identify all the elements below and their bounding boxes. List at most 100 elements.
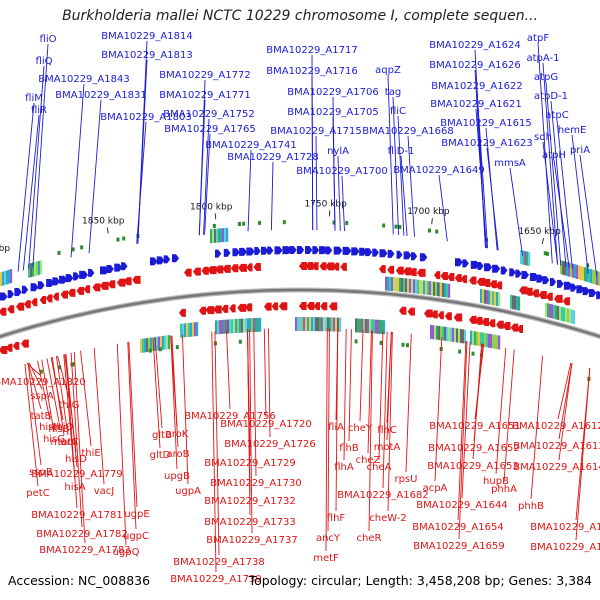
- gene-label[interactable]: BMA10229_A1728: [227, 152, 318, 163]
- gene-label[interactable]: metF: [313, 553, 339, 564]
- gene-label[interactable]: BMA10229_A1621: [430, 99, 521, 110]
- gene-label[interactable]: BMA10229_A1814: [101, 31, 192, 42]
- gene-label[interactable]: hisG: [43, 434, 65, 445]
- gene-label[interactable]: BMA10229_A1741: [205, 140, 296, 151]
- gene-label[interactable]: atpF: [527, 33, 549, 44]
- gene-label[interactable]: cheZ: [356, 455, 381, 466]
- gene-label[interactable]: BMA10229_A1612: [512, 421, 600, 432]
- gene-label[interactable]: atpD-1: [534, 91, 568, 102]
- gene-label[interactable]: BMA10229_A1668: [362, 126, 453, 137]
- gene-label[interactable]: BMA10229_A1620: [530, 542, 600, 553]
- gene-label[interactable]: upgB: [164, 471, 190, 482]
- gene-label[interactable]: cheY: [348, 423, 373, 434]
- gene-label[interactable]: aqpZ: [375, 65, 401, 76]
- gene-label[interactable]: mmsA: [494, 158, 526, 169]
- gene-label[interactable]: thiG: [59, 400, 80, 411]
- gene-label[interactable]: BMA10229_A1659: [413, 541, 504, 552]
- gene-label[interactable]: hemE: [558, 125, 587, 136]
- gene-label[interactable]: BMA10229_A1739: [170, 574, 261, 585]
- gene-label[interactable]: BMA10229_A1619: [530, 522, 600, 533]
- gene-label[interactable]: fliQ: [36, 56, 53, 67]
- gene-label[interactable]: BMA10229_A1614: [513, 462, 600, 473]
- gene-label[interactable]: BMA10229_A1651: [429, 421, 520, 432]
- gene-label[interactable]: BMA10229_A1729: [204, 458, 295, 469]
- gene-label[interactable]: BMA10229_A1771: [159, 90, 250, 101]
- gene-label[interactable]: BMA10229_A1622: [431, 81, 522, 92]
- gene-label[interactable]: BMA10229_A1820: [0, 377, 86, 388]
- gene-label[interactable]: atpA-1: [527, 53, 560, 64]
- gene-label[interactable]: sspA: [30, 391, 54, 402]
- gene-label[interactable]: BMA10229_A1752: [163, 109, 254, 120]
- gene-label[interactable]: motA: [374, 442, 401, 453]
- gene-label[interactable]: BMA10229_A1615: [440, 118, 531, 129]
- gene-label[interactable]: BMA10229_A1653: [427, 461, 518, 472]
- gene-label[interactable]: ugpQ: [113, 547, 140, 558]
- gene-label[interactable]: BMA10229_A1726: [224, 439, 315, 450]
- gene-label[interactable]: fliR: [31, 105, 47, 116]
- gene-label[interactable]: vacJ: [94, 486, 115, 497]
- gene-label[interactable]: BMA10229_A1717: [266, 45, 357, 56]
- gene-label[interactable]: ugpE: [124, 509, 149, 520]
- gene-label[interactable]: BMA10229_A1831: [55, 90, 146, 101]
- gene-label[interactable]: BMA10229_A1613: [513, 441, 600, 452]
- gene-label[interactable]: BMA10229_A1813: [101, 50, 192, 61]
- gene-label[interactable]: BMA10229_A1700: [296, 166, 387, 177]
- gene-label[interactable]: tatB: [31, 411, 52, 422]
- gene-label[interactable]: aroB: [167, 449, 190, 460]
- gene-label[interactable]: nylA: [327, 146, 349, 157]
- gene-label[interactable]: fliA: [328, 422, 344, 433]
- gene-label[interactable]: priA: [570, 145, 590, 156]
- gene-label[interactable]: BMA10229_A1649: [393, 165, 484, 176]
- gene-label[interactable]: atpH: [542, 150, 566, 161]
- gene-label[interactable]: tatC: [58, 437, 79, 448]
- gene-label[interactable]: BMA10229_A1781: [31, 510, 122, 521]
- gene-label[interactable]: BMA10229_A1733: [204, 517, 295, 528]
- gene-label[interactable]: rpsU: [395, 474, 418, 485]
- gene-label[interactable]: BMA10229_A1706: [287, 87, 378, 98]
- gene-label[interactable]: ancY: [316, 533, 341, 544]
- gene-label[interactable]: fliO: [40, 34, 57, 45]
- gene-label[interactable]: flhC: [377, 425, 397, 436]
- gene-label[interactable]: aroK: [166, 429, 189, 440]
- gene-label[interactable]: BMA10229_A1756: [184, 411, 275, 422]
- gene-label[interactable]: BMA10229_A1779: [31, 469, 122, 480]
- gene-label[interactable]: BMA10229_A1705: [287, 107, 378, 118]
- gene-label[interactable]: BMA10229_A1716: [266, 66, 357, 77]
- gene-label[interactable]: flhB: [339, 443, 359, 454]
- gene-label[interactable]: hisH: [39, 422, 61, 433]
- gene-label[interactable]: BMA10229_A1715: [270, 126, 361, 137]
- gene-label[interactable]: phhB: [518, 501, 544, 512]
- gene-label[interactable]: phhA: [491, 484, 517, 495]
- gene-label[interactable]: acpA: [423, 483, 448, 494]
- gene-label[interactable]: sdh: [534, 132, 552, 143]
- gene-label[interactable]: BMA10229_A1765: [164, 124, 255, 135]
- gene-label[interactable]: BMA10229_A1624: [429, 40, 520, 51]
- gene-label[interactable]: BMA10229_A1738: [173, 557, 264, 568]
- gene-label[interactable]: BMA10229_A1682: [337, 490, 428, 501]
- gene-label[interactable]: cheA: [367, 462, 392, 473]
- gene-label[interactable]: cheW-2: [369, 513, 406, 524]
- gene-label[interactable]: BMA10229_A1720: [220, 419, 311, 430]
- gene-label[interactable]: petC: [26, 488, 49, 499]
- gene-label[interactable]: BMA10229_A1843: [38, 74, 129, 85]
- gene-label[interactable]: BMA10229_A1626: [429, 60, 520, 71]
- gene-label[interactable]: murA: [50, 437, 77, 448]
- gene-label[interactable]: fliM: [25, 93, 43, 104]
- gene-label[interactable]: fliC: [390, 106, 406, 117]
- gene-label[interactable]: BMA10229_A1732: [204, 496, 295, 507]
- gene-label[interactable]: hupB: [483, 476, 509, 487]
- gene-label[interactable]: ugpC: [123, 531, 149, 542]
- gene-label[interactable]: BMA10229_A1737: [206, 535, 297, 546]
- gene-label[interactable]: BMA10229_A1803: [100, 112, 191, 123]
- gene-label[interactable]: sspB: [29, 467, 53, 478]
- gene-label[interactable]: BMA10229_A1782: [36, 529, 127, 540]
- gene-label[interactable]: BMA10229_A1654: [412, 522, 503, 533]
- gene-label[interactable]: atpG: [534, 72, 558, 83]
- gene-label[interactable]: gltD: [150, 450, 171, 461]
- gene-label[interactable]: tag: [385, 87, 401, 98]
- gene-label[interactable]: ugpA: [175, 486, 201, 497]
- gene-label[interactable]: BMA10229_A1730: [210, 478, 301, 489]
- gene-label[interactable]: BMA10229_A1623: [441, 138, 532, 149]
- gene-label[interactable]: BMA10229_A1644: [416, 500, 507, 511]
- gene-label[interactable]: BMA10229_A1783: [39, 545, 130, 556]
